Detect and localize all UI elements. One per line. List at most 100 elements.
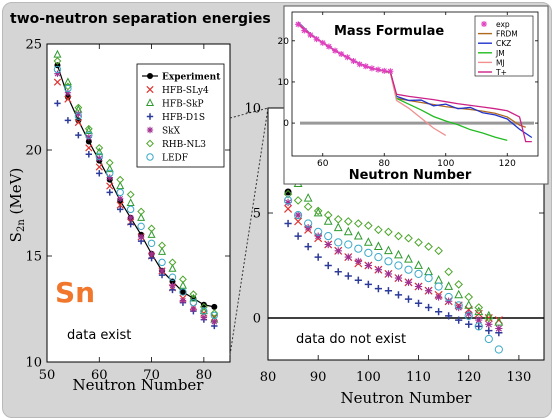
figure-title: two-neutron separation energies xyxy=(10,11,271,27)
inset-legend-label-mj: MJ xyxy=(496,58,505,67)
left-point-rhb-nl3 xyxy=(189,290,198,299)
left-point-hfb-sly4 xyxy=(64,95,72,103)
left-point-skx xyxy=(85,134,93,141)
right-point-hfb-d1s xyxy=(455,316,463,324)
right-point-hfb-d1s xyxy=(324,261,332,270)
left-legend-marker-rhb-nl3 xyxy=(146,139,154,148)
right-point-skx xyxy=(495,324,503,333)
inset-point-exp xyxy=(295,21,302,28)
right-point-rhb-nl3 xyxy=(454,280,463,289)
right-point-hfb-d1s xyxy=(344,272,352,280)
left-point-experiment xyxy=(64,94,71,100)
inset-x-tick-label: 80 xyxy=(379,159,391,169)
element-label: Sn xyxy=(55,276,95,309)
right-point-ledf xyxy=(474,322,483,331)
right-point-ledf xyxy=(414,269,423,278)
left-point-ledf xyxy=(210,311,219,320)
right-point-hfb-d1s xyxy=(384,287,393,295)
left-x-tick-label: 60 xyxy=(91,368,108,383)
right-point-skx xyxy=(394,274,403,282)
inset-point-exp xyxy=(381,67,388,74)
left-point-hfb-d1s xyxy=(64,117,72,124)
right-point-ledf xyxy=(294,211,303,220)
right-point-rhb-nl3 xyxy=(464,292,474,302)
right-point-ledf xyxy=(314,227,323,236)
right-x-axis-label: Neutron Number xyxy=(341,389,473,407)
left-point-ledf xyxy=(116,188,124,197)
left-point-experiment xyxy=(200,301,207,308)
right-point-experiment xyxy=(284,188,292,196)
inset-legend-label-jm: JM xyxy=(495,49,505,58)
inset-y-tick-label: 10 xyxy=(278,78,290,88)
right-point-rhb-nl3 xyxy=(434,246,443,256)
inset-x-tick-label: 60 xyxy=(317,159,329,169)
inset-point-exp xyxy=(319,39,326,46)
left-point-skx xyxy=(158,267,166,275)
inset-point-exp xyxy=(332,47,339,54)
right-x-tick-label: 130 xyxy=(506,370,531,385)
left-point-hfb-sly4 xyxy=(85,144,93,152)
left-point-rhb-nl3 xyxy=(179,275,187,284)
left-x-axis-label: Neutron Number xyxy=(73,376,205,394)
right-point-skx xyxy=(314,232,322,240)
inset-legend-box xyxy=(474,15,534,77)
left-legend-label-hfb-skp: HFB-SkP xyxy=(162,100,204,110)
right-x-tick-label: 90 xyxy=(310,370,327,385)
inset-line-exp xyxy=(297,23,391,72)
right-point-ledf xyxy=(354,244,363,253)
left-y-tick-label: 20 xyxy=(25,144,42,159)
left-point-hfb-d1s xyxy=(117,206,124,213)
right-point-rhb-nl3 xyxy=(424,242,433,251)
left-point-skx xyxy=(211,318,218,325)
left-point-hfb-skp xyxy=(116,181,125,190)
left-point-rhb-nl3 xyxy=(199,302,208,311)
right-point-rhb-nl3 xyxy=(474,303,484,312)
left-legend-label-hfb-d1s: HFB-D1S xyxy=(162,113,205,123)
right-point-hfb-d1s xyxy=(485,327,493,335)
left-point-experiment xyxy=(179,289,186,296)
right-point-ledf xyxy=(283,196,293,205)
left-point-skx xyxy=(64,89,72,96)
left-point-rhb-nl3 xyxy=(74,103,83,112)
right-point-hfb-skp xyxy=(333,222,343,232)
left-point-ledf xyxy=(53,65,62,74)
inset-legend-label-t: T+ xyxy=(495,68,507,77)
left-point-experiment xyxy=(211,303,218,310)
right-point-skx xyxy=(465,310,473,318)
right-point-hfb-sly4 xyxy=(294,217,303,226)
left-point-rhb-nl3 xyxy=(116,175,125,184)
inset-x-axis-label: Neutron Number xyxy=(349,168,472,183)
left-point-ledf xyxy=(85,131,93,139)
right-point-ledf xyxy=(394,261,403,270)
left-point-hfb-d1s xyxy=(75,131,82,139)
left-legend-marker-hfb-sly4 xyxy=(146,85,154,94)
right-point-hfb-d1s xyxy=(354,276,362,284)
right-point-hfb-d1s xyxy=(314,253,322,261)
inset-legend-label-exp: exp xyxy=(496,20,510,29)
right-point-rhb-nl3 xyxy=(364,221,373,230)
right-point-rhb-nl3 xyxy=(354,219,363,228)
right-point-skx xyxy=(445,297,453,305)
left-y-tick-label: 10 xyxy=(25,356,42,371)
right-x-tick-label: 80 xyxy=(260,370,277,385)
right-point-skx xyxy=(414,282,423,291)
right-point-hfb-d1s xyxy=(404,295,413,303)
right-point-skx xyxy=(284,198,292,207)
left-point-rhb-nl3 xyxy=(158,241,166,250)
left-point-ledf xyxy=(126,205,135,214)
inset-legend-label-frdm: FRDM xyxy=(496,30,518,39)
right-point-hfb-skp xyxy=(414,260,423,269)
right-point-skx xyxy=(354,257,362,265)
right-point-hfb-skp xyxy=(464,300,474,309)
right-point-hfb-skp xyxy=(373,241,383,250)
right-point-hfb-d1s xyxy=(445,312,453,320)
right-point-skx xyxy=(334,247,342,255)
right-point-skx xyxy=(384,270,393,278)
right-point-ledf xyxy=(374,253,383,262)
right-point-skx xyxy=(374,266,382,274)
left-point-ledf xyxy=(168,273,177,281)
left-legend-label-ledf: LEDF xyxy=(162,154,188,164)
right-point-ledf xyxy=(364,248,373,257)
right-point-hfb-d1s xyxy=(374,285,382,293)
right-point-rhb-nl3 xyxy=(303,202,313,212)
